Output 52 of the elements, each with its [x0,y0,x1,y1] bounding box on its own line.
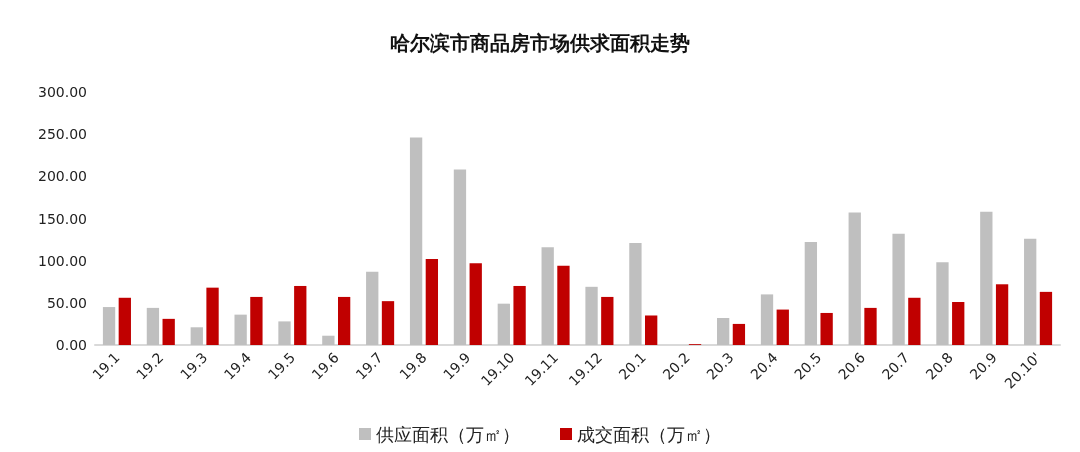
bar [776,309,789,345]
bar [190,327,203,345]
bar [716,318,730,345]
bar [980,211,993,345]
y-tick-label: 100.00 [38,252,87,269]
bar [102,307,116,345]
bar [366,271,379,345]
bar [294,285,307,345]
bar [409,137,423,345]
chart-title: 哈尔滨市商品房市场供求面积走势 [390,31,690,55]
bar [629,242,642,345]
bar [206,287,219,345]
y-tick-label: 150.00 [38,210,87,227]
bar [497,303,510,345]
bar [557,265,570,345]
bar [732,323,746,345]
bar [541,247,554,345]
bar [278,321,291,345]
bar [118,297,131,345]
bar [146,307,160,345]
bar [469,263,482,345]
bar [908,297,921,345]
legend-label: 成交面积（万㎡） [577,423,721,445]
y-tick-label: 50.00 [46,294,87,311]
bar [952,301,965,345]
bar [864,307,877,345]
y-tick-label: 0.00 [55,337,87,353]
bar [1024,238,1037,345]
bar [513,285,526,345]
bar [425,258,439,345]
bar [936,262,949,345]
y-tick-label: 300.00 [38,84,87,100]
bar [848,212,861,345]
bar [820,312,833,345]
bar [601,296,614,345]
y-tick-label: 250.00 [38,126,87,143]
bar [162,318,175,345]
bar [453,169,467,345]
bar [322,335,335,345]
bar [892,233,905,345]
bar [995,284,1009,345]
bar [250,296,263,345]
bar [234,314,247,345]
bar [381,301,395,345]
bar [1039,291,1053,345]
bar [585,286,598,345]
bar [645,315,658,345]
legend-label: 供应面积（万㎡） [376,423,520,445]
y-tick-label: 200.00 [38,168,87,185]
bar [337,296,351,345]
bar [804,242,818,345]
bar [760,294,774,345]
